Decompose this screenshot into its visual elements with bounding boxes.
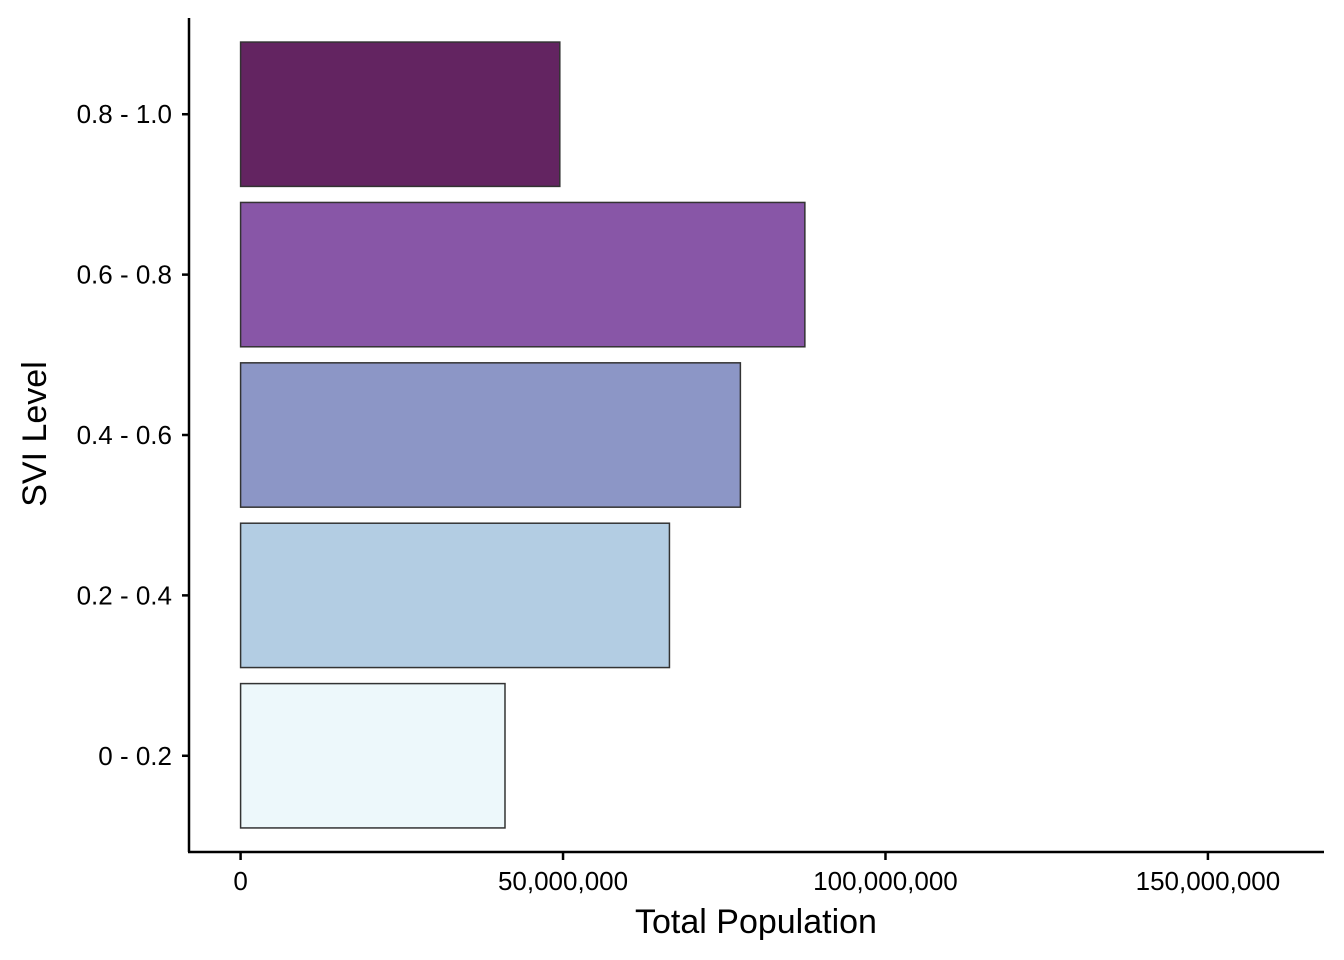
x-tick-label: 150,000,000 <box>1136 866 1281 896</box>
bar-1 <box>239 682 506 829</box>
x-ticks-group: 0 50,000,000 100,000,000 150,000,000 <box>233 852 1280 896</box>
y-axis-title: SVI Level <box>16 361 54 507</box>
x-axis-title: Total Population <box>635 903 877 941</box>
y-ticks-group: 0 - 0.2 0.2 - 0.4 0.4 - 0.6 0.6 - 0.8 0.8 - … <box>77 99 189 771</box>
bar-4 <box>239 201 806 348</box>
y-tick-label: 0.2 - 0.4 <box>77 580 172 610</box>
bar-2 <box>239 522 671 669</box>
y-tick-label: 0.6 - 0.8 <box>77 260 172 290</box>
y-tick-label: 0 - 0.2 <box>98 741 172 771</box>
y-tick-label: 0.8 - 1.0 <box>77 99 172 129</box>
x-tick-label: 50,000,000 <box>498 866 628 896</box>
bar-5 <box>239 41 561 188</box>
bars-group <box>239 41 806 829</box>
x-tick-label: 100,000,000 <box>813 866 958 896</box>
bar-3 <box>239 362 742 508</box>
y-tick-label: 0.4 - 0.6 <box>77 420 172 450</box>
x-tick-label: 0 <box>233 866 247 896</box>
